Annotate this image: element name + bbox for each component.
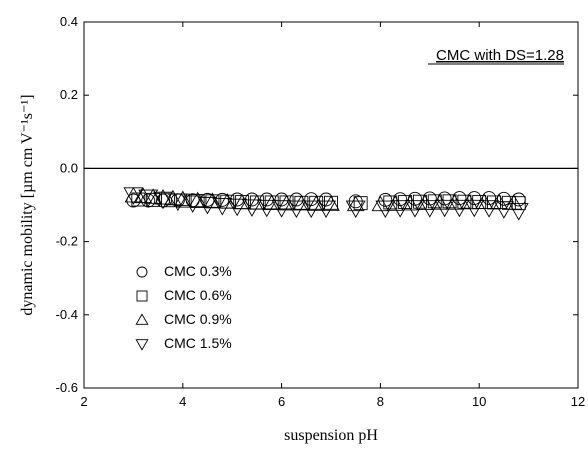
data-points	[123, 186, 529, 221]
data-point	[316, 200, 337, 219]
data-point	[482, 191, 497, 205]
data-point	[182, 195, 203, 213]
data-point	[289, 192, 304, 207]
data-point	[292, 194, 311, 211]
data-point	[262, 194, 281, 211]
data-point	[227, 198, 248, 217]
legend-marker	[136, 266, 148, 278]
data-point	[256, 199, 277, 218]
data-point	[203, 192, 222, 208]
data-point	[493, 201, 514, 219]
data-point	[274, 192, 289, 207]
data-point	[124, 186, 143, 203]
data-point	[371, 195, 390, 212]
data-point	[190, 194, 205, 208]
data-point	[496, 191, 511, 206]
y-tick-label: -0.2	[56, 234, 78, 249]
series-triangle-down	[123, 187, 529, 221]
y-tick-label: 0.4	[60, 14, 78, 29]
data-point	[301, 200, 322, 219]
x-tick-label: 2	[80, 394, 87, 409]
data-point	[141, 193, 156, 208]
data-point	[173, 190, 192, 206]
data-point	[452, 191, 467, 205]
data-point	[324, 195, 338, 210]
data-point	[197, 196, 218, 215]
plot-frame	[83, 21, 579, 389]
x-tick-label: 6	[278, 394, 285, 409]
data-point	[153, 191, 174, 210]
legend-label: CMC 0.9%	[164, 311, 232, 327]
data-point	[408, 191, 422, 206]
data-point	[126, 193, 141, 208]
x-axis-title: suspension pH	[284, 427, 378, 444]
data-point	[449, 199, 470, 218]
y-tick-label: 0.2	[60, 87, 78, 102]
data-point	[405, 200, 425, 218]
legend: CMC 0.3% CMC 0.6% CMC 0.9% CMC 1.5%	[135, 263, 232, 351]
data-point	[154, 189, 172, 205]
data-point	[188, 191, 207, 208]
legend-label: CMC 0.6%	[164, 287, 232, 303]
data-point	[205, 194, 220, 209]
y-tick-label: 0.0	[60, 160, 78, 175]
annotation-label: CMC with DS=1.28	[436, 47, 564, 64]
data-point	[248, 194, 266, 210]
data-point	[144, 188, 162, 204]
data-point	[445, 194, 464, 210]
y-axis-title: dynamic mobility [µm cm V⁻¹s⁻¹]	[19, 94, 36, 315]
data-point	[353, 196, 368, 211]
data-point	[434, 199, 455, 218]
data-point	[167, 193, 188, 212]
data-point	[390, 200, 411, 218]
data-point	[464, 199, 485, 218]
data-point	[322, 195, 340, 211]
axis-ticks: 2 4 6 8 10 12 -0.6 -0.4 -0.2 0.0 0.2 0.4	[56, 14, 586, 409]
data-point	[212, 198, 233, 216]
data-point	[375, 200, 396, 219]
data-point	[419, 200, 440, 218]
y-tick-label: -0.6	[56, 380, 78, 395]
data-point	[218, 193, 237, 209]
x-tick-label: 10	[472, 394, 486, 409]
y-tick-label: -0.4	[56, 307, 78, 322]
data-point	[386, 195, 405, 211]
data-point	[416, 194, 434, 211]
data-point	[138, 189, 159, 208]
data-point	[307, 195, 326, 211]
series-triangle-up	[124, 186, 523, 212]
x-tick-label: 12	[571, 394, 585, 409]
data-point	[401, 194, 419, 211]
data-point	[508, 203, 529, 221]
legend-marker	[135, 313, 149, 325]
data-point	[479, 200, 500, 218]
data-point	[422, 191, 437, 206]
data-point	[304, 192, 319, 207]
data-point	[241, 199, 262, 217]
data-point	[200, 192, 215, 207]
legend-marker	[136, 290, 148, 302]
data-point	[286, 200, 307, 219]
data-point	[430, 194, 449, 210]
data-point	[123, 187, 144, 205]
data-point	[393, 192, 408, 207]
data-point	[475, 193, 493, 209]
x-tick-label: 4	[179, 394, 186, 409]
legend-marker	[135, 339, 149, 351]
x-tick-label: 8	[377, 394, 384, 409]
legend-label: CMC 1.5%	[164, 335, 232, 351]
data-point	[233, 193, 251, 210]
data-point	[346, 195, 365, 212]
data-point	[277, 194, 296, 211]
data-point	[345, 200, 366, 219]
data-point	[134, 187, 153, 204]
legend-label: CMC 0.3%	[164, 263, 232, 279]
data-point	[460, 193, 479, 210]
data-point	[271, 200, 292, 218]
